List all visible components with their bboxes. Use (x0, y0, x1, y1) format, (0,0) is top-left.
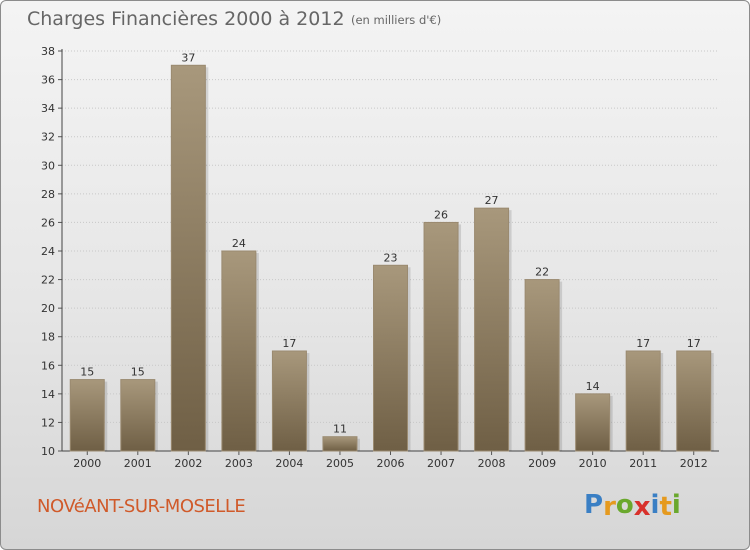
data-label: 15 (131, 366, 145, 379)
x-tick-label: 2011 (629, 457, 657, 470)
x-tick-label: 2006 (377, 457, 405, 470)
x-tick-label: 2003 (225, 457, 253, 470)
commune-name: NOVéANT-SUR-MOSELLE (37, 496, 246, 517)
x-tick-label: 2010 (579, 457, 607, 470)
bar-2001 (120, 379, 156, 452)
bar-2010 (575, 393, 611, 452)
y-tick-label: 22 (41, 274, 55, 287)
bar-2011 (625, 350, 661, 452)
logo-letter: i (671, 490, 681, 520)
data-label: 24 (232, 237, 246, 250)
chart-title: Charges Financières 2000 à 2012 (27, 8, 345, 30)
bar-2002 (170, 64, 206, 452)
logo-letter: x (633, 492, 651, 522)
data-label: 17 (636, 337, 650, 350)
y-tick-label: 20 (41, 302, 55, 315)
data-label: 37 (181, 51, 195, 64)
x-tick-label: 2002 (174, 457, 202, 470)
y-tick-label: 26 (41, 216, 55, 229)
data-label: 22 (535, 266, 549, 279)
y-tick-label: 28 (41, 188, 55, 201)
y-tick-label: 34 (41, 102, 55, 115)
x-tick-label: 2001 (124, 457, 152, 470)
data-label: 23 (384, 251, 398, 264)
bar-2000 (69, 379, 105, 452)
bar-2003 (221, 250, 257, 452)
x-tick-label: 2009 (528, 457, 556, 470)
data-label: 17 (687, 337, 701, 350)
bar-2012 (676, 350, 712, 452)
y-tick-label: 24 (41, 245, 55, 258)
x-tick-label: 2005 (326, 457, 354, 470)
y-tick-label: 38 (41, 45, 55, 58)
x-tick-label: 2008 (478, 457, 506, 470)
logo-letter: i (650, 490, 660, 520)
x-tick-label: 2012 (680, 457, 708, 470)
bar-2009 (524, 279, 560, 452)
data-label: 26 (434, 208, 448, 221)
y-tick-label: 18 (41, 331, 55, 344)
data-label: 27 (485, 194, 499, 207)
bar-2008 (474, 207, 510, 452)
bar-2004 (271, 350, 307, 452)
y-tick-label: 32 (41, 131, 55, 144)
y-tick-label: 36 (41, 74, 55, 87)
bar-2005 (322, 436, 358, 452)
data-label: 11 (333, 423, 347, 436)
logo-letter: P (584, 490, 604, 520)
y-tick-label: 30 (41, 159, 55, 172)
y-tick-label: 10 (41, 445, 55, 458)
x-tick-label: 2007 (427, 457, 455, 470)
data-label: 15 (80, 366, 94, 379)
logo-letter: r (603, 492, 616, 522)
proxiti-logo: Proxiti (584, 490, 681, 522)
x-tick-label: 2000 (73, 457, 101, 470)
data-label: 17 (282, 337, 296, 350)
x-tick-label: 2004 (275, 457, 303, 470)
y-tick-label: 12 (41, 416, 55, 429)
y-tick-label: 14 (41, 388, 55, 401)
y-tick-label: 16 (41, 359, 55, 372)
data-label: 14 (586, 380, 600, 393)
bar-2007 (423, 221, 459, 452)
chart-subtitle: (en milliers d'€) (351, 13, 442, 27)
bar-2006 (373, 264, 408, 452)
logo-letter: t (659, 492, 672, 522)
logo-letter: o (615, 490, 634, 520)
